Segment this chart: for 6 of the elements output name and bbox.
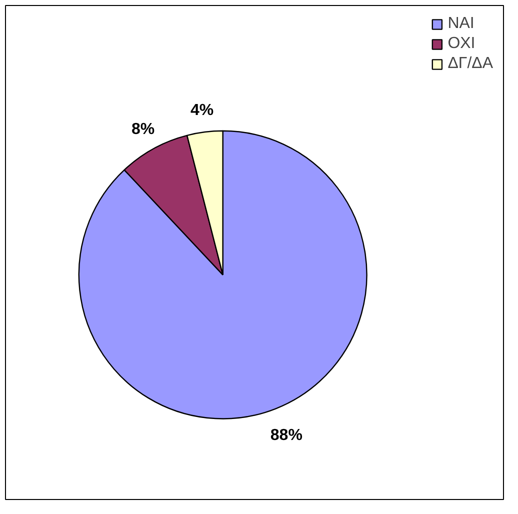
legend-label: ΟΧΙ bbox=[448, 35, 476, 53]
legend-label: ΔΓ/ΔΑ bbox=[448, 55, 493, 73]
data-label: 8% bbox=[132, 121, 155, 138]
legend-label: ΝΑΙ bbox=[448, 15, 474, 33]
data-label: 88% bbox=[270, 427, 302, 444]
data-label: 4% bbox=[190, 102, 214, 120]
